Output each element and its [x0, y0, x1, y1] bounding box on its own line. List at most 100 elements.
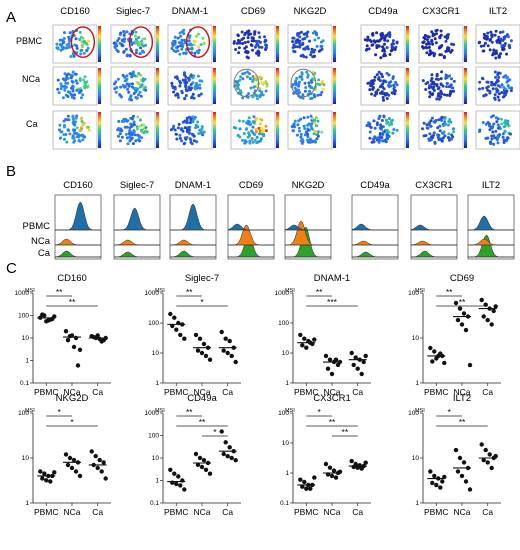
tsne-map — [360, 110, 409, 150]
tsne-map — [475, 66, 520, 106]
data-point — [467, 362, 473, 368]
dot-plot: CD160 MSI 0.1 1 10 100 1000 PBMC NCa Ca ** ** — [15, 273, 111, 397]
histogram-panel — [467, 194, 515, 260]
data-point — [300, 484, 305, 489]
data-point — [73, 469, 79, 474]
data-point — [44, 478, 49, 483]
data-point — [178, 483, 183, 488]
significance-label: ** — [459, 417, 466, 427]
data-point — [353, 355, 358, 360]
x-tick-label: PBMC — [424, 507, 449, 517]
color-scale-bar — [464, 26, 467, 62]
data-point — [201, 341, 207, 347]
x-tick-label: Ca — [222, 507, 233, 517]
x-tick-label: Ca — [222, 387, 233, 397]
histogram-row-label: NCa — [31, 236, 51, 247]
color-scale-bar — [98, 26, 101, 62]
dot-plot-title: CD160 — [57, 273, 87, 284]
data-point — [52, 470, 57, 475]
data-point — [172, 471, 177, 476]
y-tick-label: 100 — [148, 320, 159, 327]
data-point — [71, 457, 77, 463]
data-point — [219, 429, 224, 434]
data-point — [77, 347, 83, 352]
data-point — [489, 322, 494, 327]
tsne-marker-label: Siglec-7 — [116, 6, 150, 17]
x-tick-label: NCa — [63, 507, 80, 517]
row-label-pbmc: PBMC — [16, 36, 43, 46]
color-scale-bar — [464, 112, 467, 148]
data-point — [221, 348, 226, 353]
data-point — [481, 457, 486, 463]
highlight-ellipse — [185, 26, 211, 58]
data-point — [197, 336, 203, 341]
data-point — [325, 366, 331, 371]
y-tick-label: 100 — [408, 410, 419, 417]
data-point — [67, 455, 73, 461]
histogram-marker-label: DNAM-1 — [175, 180, 211, 191]
data-point — [349, 458, 354, 464]
y-tick-label: 100 — [278, 320, 289, 327]
color-scale-bar — [98, 112, 101, 148]
significance-label: ** — [329, 417, 336, 427]
color-scale-bar — [213, 68, 216, 104]
dot-plot-title: CD49a — [187, 393, 217, 404]
data-point — [199, 464, 205, 470]
tsne-map — [418, 24, 467, 64]
data-point — [207, 471, 213, 476]
x-tick-label: NCa — [193, 507, 210, 517]
data-point — [363, 460, 368, 465]
histogram-marker-label: CD160 — [63, 180, 93, 191]
histogram-panel — [351, 194, 399, 260]
tsne-map — [230, 24, 279, 64]
histogram-marker-label: CD69 — [239, 180, 263, 191]
x-tick-label: PBMC — [294, 507, 319, 517]
tsne-map — [110, 110, 159, 150]
data-point — [312, 475, 317, 480]
color-scale-bar — [464, 68, 467, 104]
data-point — [69, 333, 75, 338]
y-axis-unit: MSI — [25, 408, 35, 414]
significance-label: ** — [446, 287, 453, 297]
color-scale-bar — [276, 112, 279, 148]
color-scale-bar — [333, 112, 336, 148]
y-tick-label: 10 — [22, 335, 30, 342]
data-point — [91, 334, 96, 340]
histogram-panel — [227, 194, 275, 260]
x-tick-label: PBMC — [424, 387, 449, 397]
data-point — [48, 479, 53, 484]
data-point — [40, 476, 45, 481]
panel-label-a: A — [6, 9, 16, 26]
tsne-map — [167, 110, 216, 150]
x-tick-label: Ca — [482, 507, 493, 517]
x-tick-label: NCa — [453, 507, 470, 517]
tsne-map — [230, 110, 279, 150]
data-point — [197, 455, 203, 461]
data-point — [302, 336, 307, 341]
data-point — [99, 469, 104, 474]
color-scale-bar — [333, 26, 336, 62]
histogram-row-label: PBMC — [23, 221, 51, 232]
y-axis-unit: MSI — [415, 288, 425, 294]
dot-plot: CD69 MSI 1 10 100 PBMC NCa Ca ** ** — [408, 273, 501, 397]
histogram-panel — [54, 194, 102, 260]
data-point — [65, 462, 71, 468]
y-tick-label: 1 — [155, 478, 159, 485]
data-point — [493, 304, 498, 309]
data-point — [331, 468, 337, 473]
y-tick-label: 1 — [285, 380, 289, 387]
color-scale-bar — [213, 26, 216, 62]
data-point — [355, 366, 360, 371]
data-point — [89, 449, 94, 454]
color-scale-bar — [98, 68, 101, 104]
data-point — [434, 356, 439, 361]
data-point — [455, 317, 461, 323]
data-point — [182, 487, 187, 492]
y-tick-label: 1 — [25, 358, 29, 365]
data-point — [77, 473, 83, 479]
data-point — [359, 466, 364, 471]
x-tick-label: PBMC — [294, 387, 319, 397]
data-point — [363, 353, 368, 359]
data-point — [308, 486, 313, 491]
data-point — [483, 447, 488, 453]
